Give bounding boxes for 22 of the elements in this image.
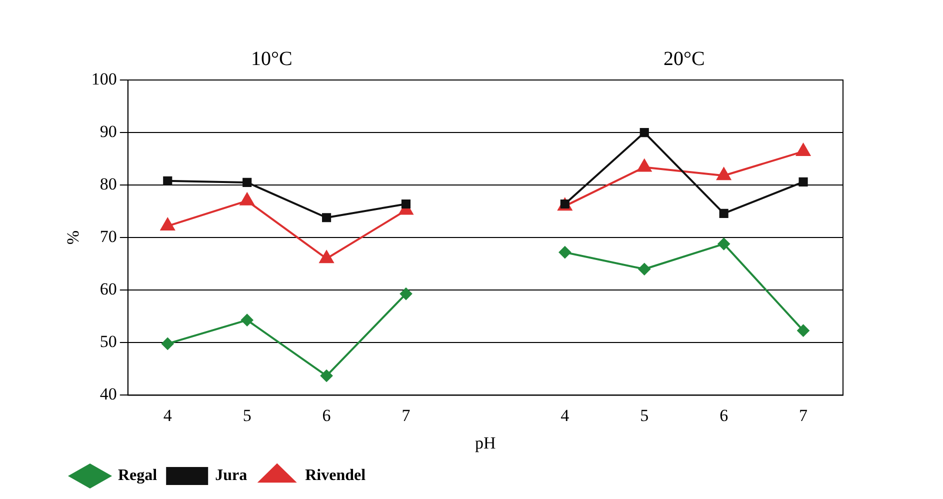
y-tick-label: 60 bbox=[100, 280, 117, 299]
legend-label: Regal bbox=[118, 467, 158, 484]
y-tick-label: 40 bbox=[100, 384, 117, 404]
x-tick-label: 4 bbox=[560, 406, 570, 425]
x-tick-label: 7 bbox=[799, 406, 808, 425]
y-tick-label: 80 bbox=[100, 174, 117, 194]
legend-label: Jura bbox=[215, 467, 248, 484]
x-tick-label: 7 bbox=[402, 406, 411, 425]
text: 10°C bbox=[251, 48, 292, 71]
y-tick-label: 70 bbox=[100, 227, 117, 246]
x-tick-label: 6 bbox=[322, 406, 331, 425]
y-tick-label: 50 bbox=[100, 332, 117, 352]
y-tick-label: 100 bbox=[91, 69, 117, 88]
x-tick-label: 6 bbox=[720, 406, 728, 425]
text: 20°C bbox=[664, 48, 705, 71]
x-tick-label: 5 bbox=[242, 406, 252, 425]
x-tick-label: 4 bbox=[163, 406, 172, 425]
y-axis-title: % bbox=[64, 230, 83, 245]
x-tick-label: 5 bbox=[640, 406, 649, 425]
y-tick-label: 90 bbox=[100, 122, 117, 141]
legend-label: Rivendel bbox=[305, 467, 366, 484]
x-axis-title: pH bbox=[475, 433, 496, 452]
